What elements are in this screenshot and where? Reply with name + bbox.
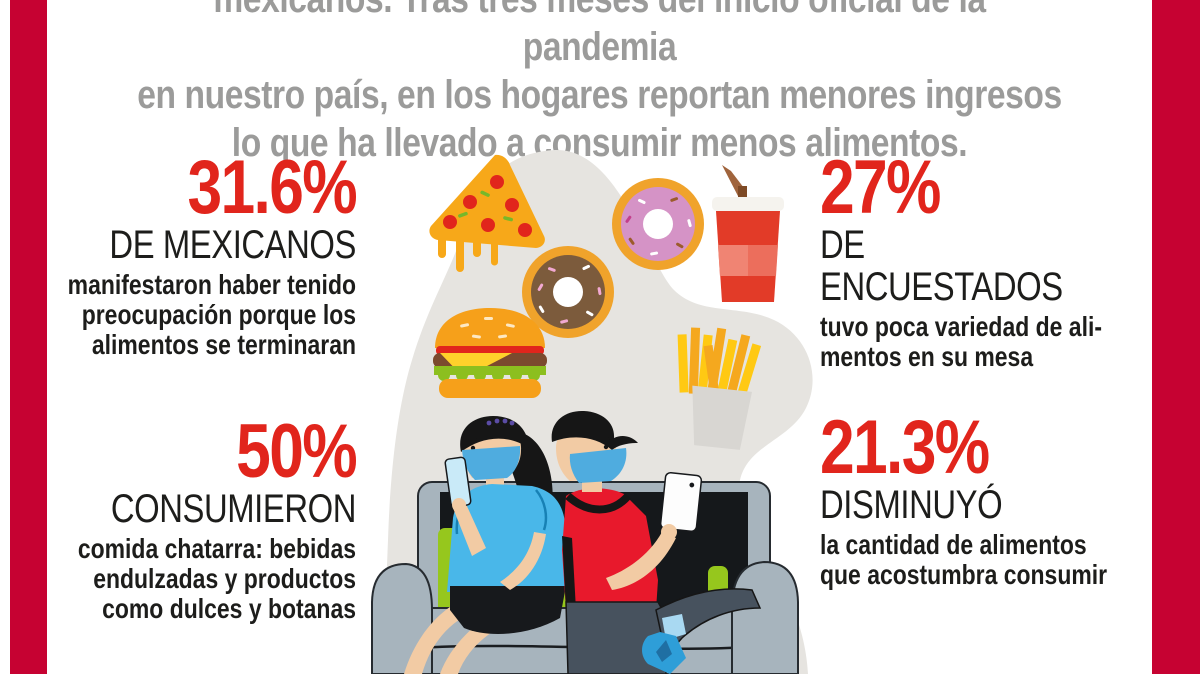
stat-description: tuvo poca variedad de ali- mentos en su …: [820, 311, 1102, 372]
stat-value: 27%: [820, 145, 941, 230]
stat-description: comida chatarra: bebidas endulzadas y pr…: [77, 533, 356, 624]
junk-food-couch-illustration: [371, 149, 813, 674]
pizza-icon: [429, 154, 545, 272]
stat-description: la cantidad de alimentos que acostumbra …: [820, 529, 1108, 590]
stat-label: DE ENCUESTADOS: [820, 223, 1063, 309]
left-border-band: [10, 0, 47, 674]
chocolate-donut-icon: [522, 246, 614, 338]
stat-block-mexicanos: 31.6% DE MEXICANOS manifestaron haber te…: [0, 145, 358, 360]
woman-with-phone: [404, 416, 567, 674]
stat-block-encuestados: 27% DE ENCUESTADOS tuvo poca variedad de…: [820, 145, 1180, 372]
stat-block-consumieron: 50% CONSUMIERON comida chatarra: bebidas…: [0, 409, 358, 624]
stat-label: CONSUMIERON: [110, 487, 357, 531]
stat-value: 50%: [236, 409, 357, 494]
burger-icon: [433, 308, 547, 398]
couch-right-arm: [731, 560, 799, 674]
intro-text: mexicanos. Tras tres meses del inicio of…: [137, 0, 1062, 165]
stat-value: 21.3%: [820, 405, 990, 490]
right-border-band: [1152, 0, 1200, 674]
stat-label: DE MEXICANOS: [109, 223, 356, 267]
stat-description: manifestaron haber tenido preocupación p…: [67, 269, 356, 360]
stat-block-disminuyo: 21.3% DISMINUYÓ la cantidad de alimentos…: [820, 405, 1180, 590]
soda-cup-icon: [712, 165, 784, 302]
stat-value: 31.6%: [187, 145, 357, 230]
pink-donut-icon: [612, 178, 704, 270]
fries-icon: [677, 327, 762, 450]
stat-label: DISMINUYÓ: [820, 483, 1003, 527]
man-with-phone: [551, 410, 762, 674]
